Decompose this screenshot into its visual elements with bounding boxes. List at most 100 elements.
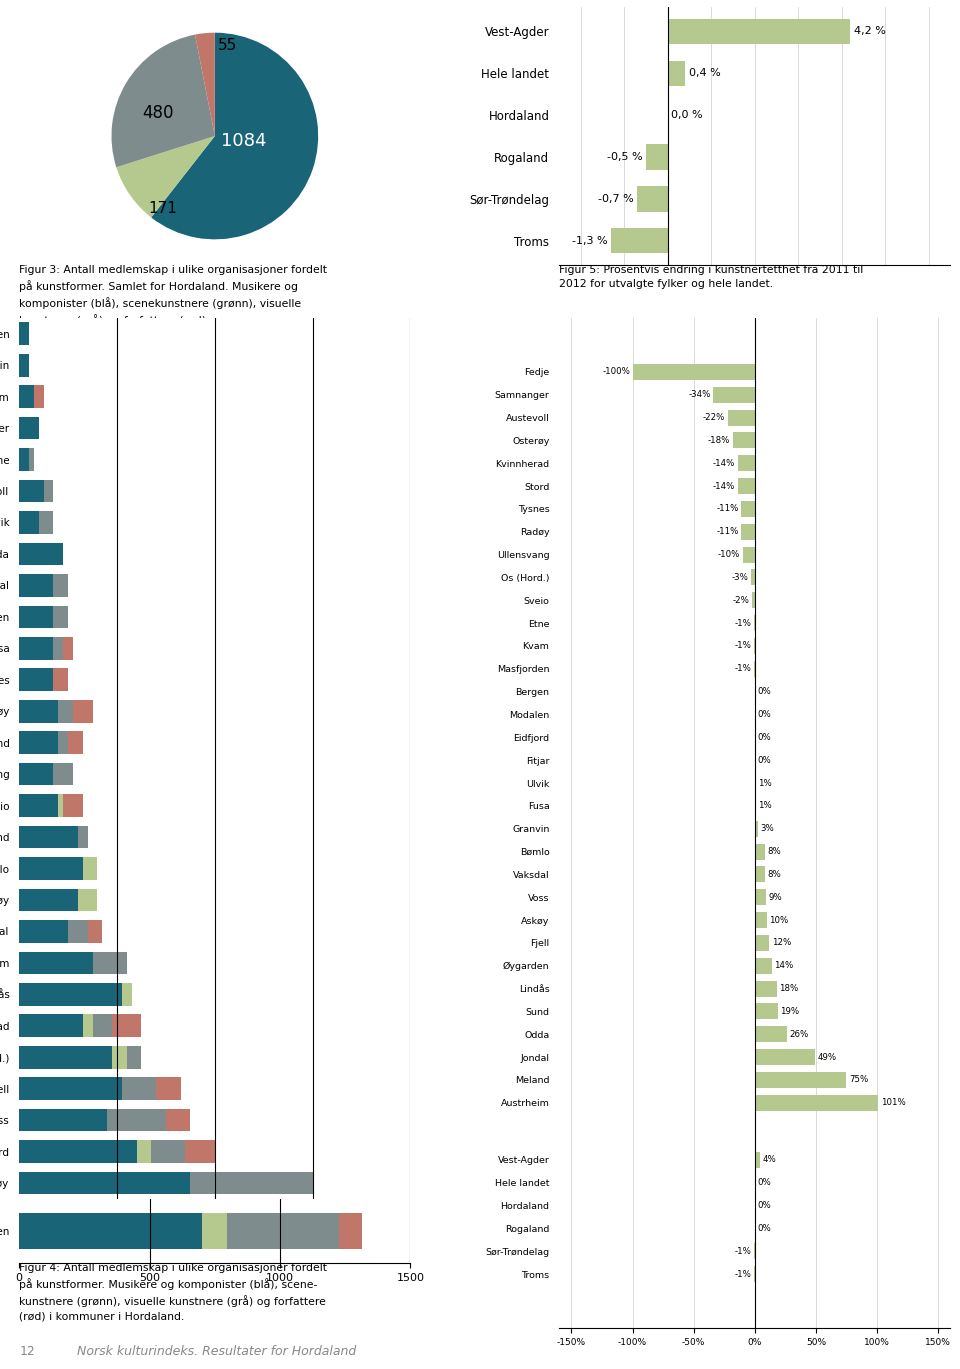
Bar [753, 593, 755, 608]
Text: 480: 480 [142, 104, 174, 122]
Text: -1%: -1% [734, 1247, 751, 1255]
Bar [755, 1049, 815, 1065]
Bar [755, 890, 766, 905]
Text: 0%: 0% [757, 1201, 771, 1210]
Text: Figur 4: Antall medlemskap i ulike organisasjoner fordelt
på kunstformer. Musike: Figur 4: Antall medlemskap i ulike organ… [19, 1264, 327, 1321]
Text: 12%: 12% [772, 938, 791, 947]
Text: -3%: -3% [732, 574, 749, 582]
Bar [19, 448, 29, 471]
Bar [732, 433, 755, 449]
Text: Figur 5: Prosentvis endring i kunstnertetthet fra 2011 til
2012 for utvalgte fyl: Figur 5: Prosentvis endring i kunstnerte… [559, 266, 863, 289]
Bar [78, 826, 87, 849]
Bar [754, 1266, 755, 1281]
Text: -34%: -34% [688, 390, 710, 400]
Text: Figur 3: Antall medlemskap i ulike organisasjoner fordelt
på kunstformer. Samlet: Figur 3: Antall medlemskap i ulike organ… [19, 266, 327, 326]
Text: -14%: -14% [713, 482, 735, 490]
Bar [19, 763, 54, 786]
Bar [34, 385, 43, 408]
Text: 8%: 8% [767, 869, 780, 879]
Text: 0%: 0% [757, 1179, 771, 1187]
Bar [122, 983, 132, 1006]
Bar [19, 794, 59, 817]
Text: -100%: -100% [602, 367, 630, 376]
Bar [63, 794, 83, 817]
Bar [54, 574, 68, 597]
Bar [63, 637, 73, 660]
Bar [227, 1213, 339, 1249]
Bar [108, 1109, 166, 1131]
Bar [19, 951, 92, 975]
Bar [166, 1109, 190, 1131]
Bar [633, 364, 755, 381]
Text: 26%: 26% [789, 1029, 808, 1039]
Bar [19, 605, 54, 628]
Bar [54, 605, 68, 628]
Text: 12: 12 [19, 1346, 35, 1358]
Bar [755, 1072, 847, 1088]
Bar [19, 574, 54, 597]
Text: 0%: 0% [757, 1224, 771, 1233]
Text: -22%: -22% [703, 413, 726, 422]
Text: -11%: -11% [716, 504, 739, 513]
Text: 49%: 49% [817, 1053, 836, 1061]
Bar [59, 731, 68, 754]
Bar [19, 511, 38, 534]
Bar [19, 668, 54, 691]
Text: -1%: -1% [734, 664, 751, 674]
Text: 55: 55 [218, 37, 237, 52]
Bar [755, 843, 764, 860]
Bar [637, 186, 668, 211]
Wedge shape [151, 33, 318, 240]
Bar [19, 1014, 83, 1038]
Bar [68, 920, 87, 943]
Bar [112, 1014, 141, 1038]
Text: 14%: 14% [775, 961, 794, 971]
Bar [68, 731, 83, 754]
Bar [755, 980, 777, 997]
Text: 8%: 8% [767, 847, 780, 856]
Bar [737, 456, 755, 471]
Bar [54, 668, 68, 691]
Bar [19, 1213, 202, 1249]
Bar [19, 731, 59, 754]
Bar [19, 355, 29, 376]
Bar [754, 661, 755, 676]
Bar [755, 867, 764, 883]
Bar [136, 1140, 152, 1162]
Bar [755, 1151, 759, 1168]
Text: -1%: -1% [734, 619, 751, 627]
Bar [19, 920, 68, 943]
Text: 171: 171 [149, 201, 178, 216]
Bar [156, 1077, 180, 1099]
Text: Norsk kulturindeks. Resultater for Hordaland: Norsk kulturindeks. Resultater for Horda… [77, 1346, 356, 1358]
Bar [29, 448, 34, 471]
Bar [755, 935, 770, 951]
Bar [741, 524, 755, 539]
Text: 0,4 %: 0,4 % [688, 68, 720, 78]
Bar [19, 857, 83, 880]
Text: 19%: 19% [780, 1006, 800, 1016]
Bar [92, 951, 127, 975]
Bar [202, 1213, 227, 1249]
Bar [19, 1077, 122, 1099]
Bar [59, 700, 73, 723]
Bar [54, 763, 73, 786]
Text: 3%: 3% [761, 824, 775, 834]
Bar [78, 888, 98, 912]
Bar [87, 920, 103, 943]
Wedge shape [111, 34, 215, 167]
Bar [646, 144, 668, 170]
Bar [612, 229, 668, 253]
Text: 0%: 0% [757, 732, 771, 742]
Text: -1%: -1% [734, 1269, 751, 1279]
Bar [754, 615, 755, 631]
Bar [185, 1140, 215, 1162]
Bar [59, 794, 63, 817]
Bar [127, 1046, 141, 1069]
Text: -10%: -10% [718, 550, 740, 559]
Text: -0,5 %: -0,5 % [607, 152, 642, 162]
Bar [38, 511, 54, 534]
Text: -1%: -1% [734, 642, 751, 650]
Text: 101%: 101% [880, 1098, 905, 1108]
Bar [92, 1014, 112, 1038]
